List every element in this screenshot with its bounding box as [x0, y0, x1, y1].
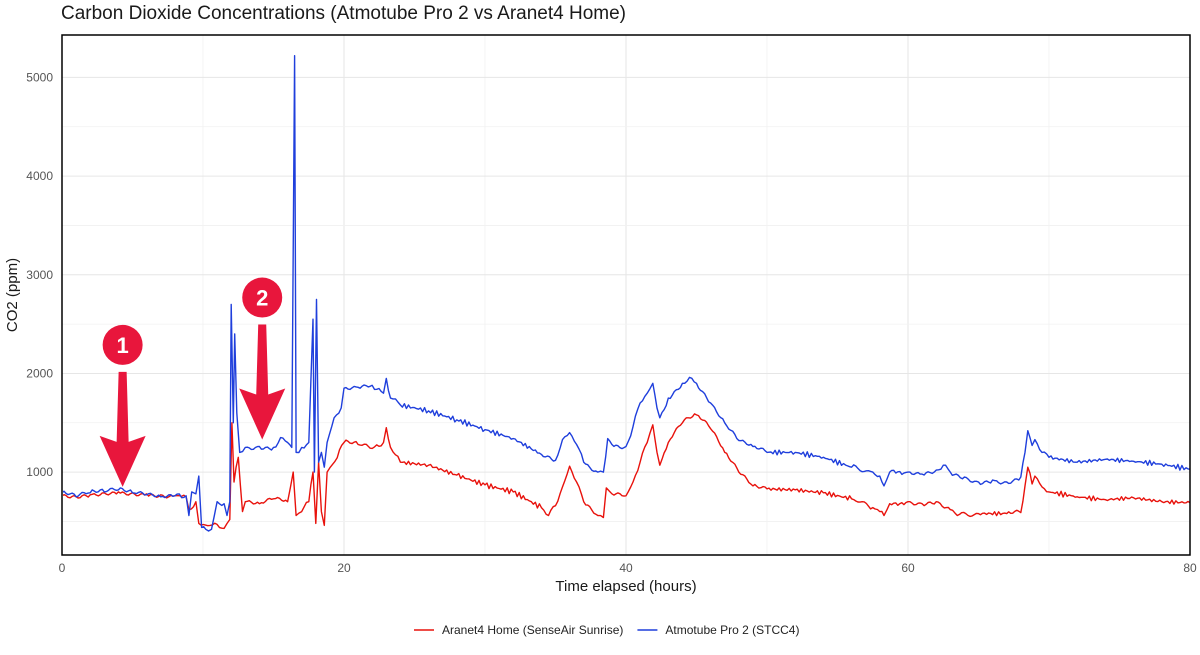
x-tick-label: 40: [619, 561, 633, 575]
axis-ticks: 0 20 40 60 80 1000 2000 3000 4000 5000: [26, 70, 1197, 575]
annotation-arrow: [99, 371, 146, 487]
plot-frame: [61, 34, 1191, 556]
annotation-number: 2: [256, 286, 268, 311]
annotation-number: 1: [117, 333, 129, 358]
legend-label: Aranet4 Home (SenseAir Sunrise): [442, 623, 623, 637]
y-tick-label: 3000: [26, 268, 53, 282]
y-tick-label: 2000: [26, 366, 53, 380]
y-tick-label: 1000: [26, 465, 53, 479]
legend-item-2: Atmotube Pro 2 (STCC4): [637, 623, 799, 637]
annotations: 12: [99, 277, 286, 487]
x-tick-label: 80: [1183, 561, 1197, 575]
series-lines: [63, 55, 1190, 532]
annotation-arrow: [239, 324, 286, 440]
annotation-badge: [102, 324, 143, 365]
legend-item-1: Aranet4 Home (SenseAir Sunrise): [414, 623, 623, 637]
x-axis-title: Time elapsed (hours): [555, 578, 696, 595]
y-tick-label: 5000: [26, 70, 53, 84]
x-tick-label: 60: [901, 561, 915, 575]
chart-title: Carbon Dioxide Concentrations (Atmotube …: [61, 3, 626, 24]
y-axis-title: CO2 (ppm): [4, 258, 21, 332]
x-tick-label: 20: [337, 561, 351, 575]
series-line-1: [63, 413, 1190, 530]
legend-label: Atmotube Pro 2 (STCC4): [665, 623, 799, 637]
legend: Aranet4 Home (SenseAir Sunrise) Atmotube …: [414, 623, 799, 637]
annotation-1: 1: [99, 324, 146, 487]
annotation-badge: [242, 277, 283, 318]
series-line-2: [63, 55, 1190, 532]
x-tick-label: 0: [59, 561, 66, 575]
y-tick-label: 4000: [26, 169, 53, 183]
annotation-2: 2: [239, 277, 286, 440]
